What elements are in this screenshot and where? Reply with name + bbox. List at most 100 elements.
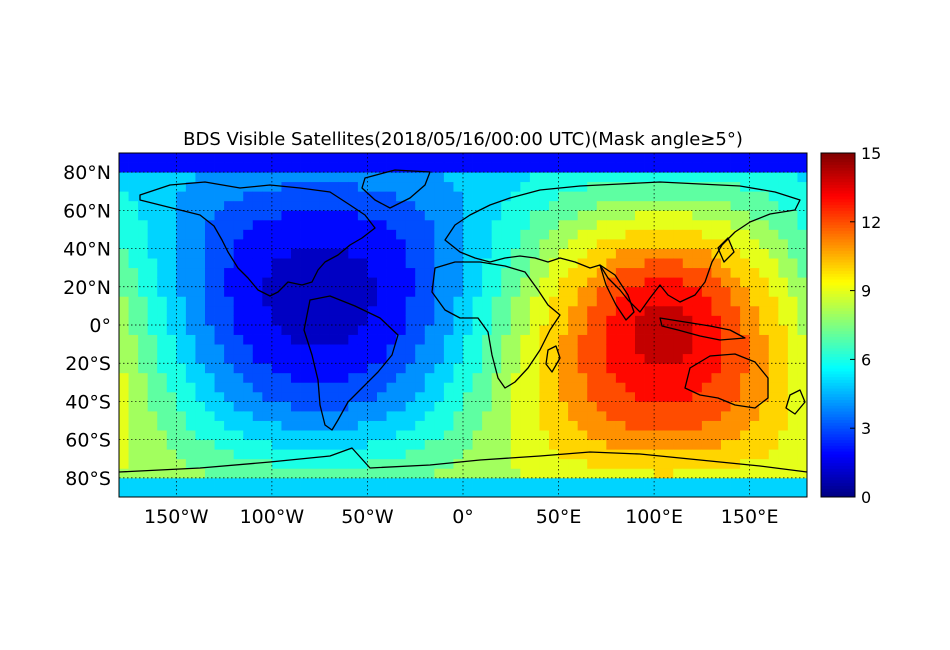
heatmap-cell <box>434 200 445 211</box>
coast-new-zealand <box>785 389 806 415</box>
heatmap-cell <box>625 219 636 230</box>
heatmap-cell <box>157 391 168 402</box>
heatmap-cell <box>606 382 617 393</box>
heatmap-cell <box>367 411 378 421</box>
heatmap-cell <box>501 258 512 269</box>
heatmap-cell <box>635 420 645 431</box>
heatmap-cell <box>787 363 798 374</box>
heatmap-cell <box>329 458 340 469</box>
heatmap-cell <box>721 277 731 288</box>
heatmap-cell <box>654 401 665 412</box>
heatmap-cell <box>176 401 187 412</box>
heatmap-cell <box>271 277 282 288</box>
heatmap-cell <box>128 153 139 163</box>
colorbar-segment <box>821 471 855 475</box>
heatmap-cell <box>539 449 550 460</box>
heatmap-cell <box>568 239 579 249</box>
heatmap-cell <box>443 181 454 192</box>
heatmap-cell <box>415 258 426 269</box>
heatmap-cell <box>357 420 368 431</box>
heatmap-cell <box>443 334 454 345</box>
heatmap-cell <box>749 382 760 393</box>
heatmap-cell <box>644 401 655 412</box>
heatmap-cell <box>635 210 645 221</box>
heatmap-cell <box>396 219 407 230</box>
heatmap-cell <box>166 420 177 431</box>
heatmap-cell <box>434 181 445 192</box>
heatmap-cell <box>577 401 588 412</box>
heatmap-cell <box>596 420 607 431</box>
heatmap-cell <box>166 430 177 441</box>
heatmap-cell <box>539 401 550 412</box>
heatmap-cell <box>625 277 636 288</box>
heatmap-cell <box>443 296 454 307</box>
heatmap-cell <box>281 372 292 383</box>
heatmap-cell <box>243 325 254 335</box>
heatmap-cell <box>759 239 770 249</box>
heatmap-cell <box>529 325 540 335</box>
heatmap-cell <box>539 296 550 307</box>
heatmap-cell <box>491 258 502 269</box>
heatmap-cell <box>319 372 330 383</box>
heatmap-cell <box>453 162 464 173</box>
heatmap-cell <box>166 181 177 192</box>
heatmap-cell <box>549 153 559 163</box>
colorbar-segment <box>821 218 855 223</box>
heatmap-cell <box>568 401 579 412</box>
heatmap-cell <box>768 258 779 269</box>
heatmap-cell <box>147 344 158 355</box>
heatmap-cell <box>625 468 636 479</box>
heatmap-cell <box>797 344 807 355</box>
heatmap-cell <box>147 449 158 460</box>
heatmap-cell <box>214 325 225 335</box>
heatmap-cell <box>520 325 531 335</box>
heatmap-cell <box>482 277 493 288</box>
heatmap-cell <box>682 344 693 355</box>
heatmap-cell <box>243 382 254 393</box>
heatmap-cell <box>558 296 569 307</box>
colorbar-segment <box>821 370 855 375</box>
heatmap-cell <box>778 487 789 497</box>
heatmap-cell <box>520 430 531 441</box>
heatmap-cell <box>424 391 435 402</box>
heatmap-cell <box>338 334 349 345</box>
heatmap-cell <box>778 258 789 269</box>
colorbar-segment <box>821 293 855 297</box>
heatmap-cell <box>405 420 416 431</box>
heatmap-cell <box>740 315 751 326</box>
heatmap-cell <box>615 430 626 441</box>
heatmap-cell <box>711 267 722 278</box>
x-tick-label: 50°W <box>341 506 394 528</box>
coast-japan <box>717 237 735 263</box>
heatmap-cell <box>701 353 712 364</box>
colorbar-segment <box>821 270 855 274</box>
heatmap-cell <box>252 248 263 259</box>
heatmap-cell <box>291 325 301 335</box>
heatmap-cell <box>701 315 712 326</box>
heatmap-cell <box>682 477 693 488</box>
heatmap-cell <box>386 487 397 497</box>
heatmap-cell <box>367 191 378 202</box>
heatmap-cell <box>558 305 569 316</box>
heatmap-cell <box>577 449 588 460</box>
heatmap-cell <box>243 401 254 412</box>
heatmap-cell <box>491 325 502 335</box>
heatmap-cell <box>214 334 225 345</box>
heatmap-cell <box>577 487 588 497</box>
heatmap-cell <box>501 315 512 326</box>
heatmap-cell <box>615 219 626 230</box>
heatmap-cell <box>510 430 521 441</box>
heatmap-cell <box>625 325 636 335</box>
heatmap-cell <box>501 401 512 412</box>
heatmap-cell <box>615 411 626 421</box>
heatmap-cell <box>281 172 292 183</box>
heatmap-cell <box>233 191 244 202</box>
heatmap-cell <box>252 286 263 297</box>
heatmap-cell <box>415 191 426 202</box>
heatmap-cell <box>185 458 196 469</box>
heatmap-cell <box>147 258 158 269</box>
heatmap-cell <box>768 382 779 393</box>
heatmap-cell <box>233 411 244 421</box>
heatmap-cell <box>386 172 397 183</box>
heatmap-cell <box>472 181 483 192</box>
